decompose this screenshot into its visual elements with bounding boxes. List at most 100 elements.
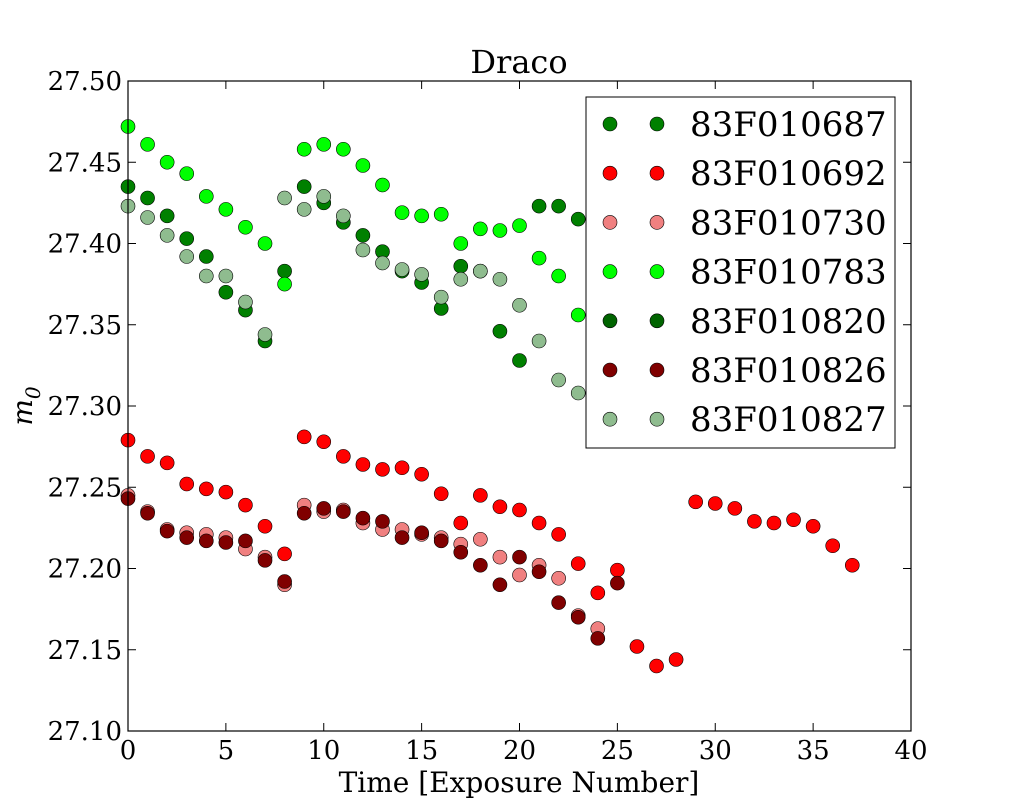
- y-tick-label: 27.40: [48, 230, 122, 260]
- legend-entry: 83F010692: [602, 154, 887, 194]
- x-axis: 0 5 10 15 20 25 30 35 40: [120, 81, 928, 766]
- data-point: [238, 219, 253, 235]
- data-point: [296, 202, 312, 217]
- data-point: [355, 510, 371, 526]
- legend-label: 83F010692: [690, 154, 887, 194]
- data-point: [492, 577, 508, 593]
- series-83F010783: [120, 119, 586, 323]
- data-point: [140, 505, 155, 521]
- legend-marker: [649, 313, 665, 329]
- data-point: [296, 505, 312, 521]
- y-tick-label: 27.20: [48, 555, 122, 585]
- legend-marker: [649, 264, 665, 279]
- data-point: [492, 549, 508, 565]
- data-point: [238, 497, 253, 513]
- data-point: [512, 218, 527, 233]
- y-tick-label: 27.25: [48, 473, 122, 503]
- data-point: [551, 527, 566, 542]
- y-axis-label-subscript: 0: [21, 386, 45, 399]
- data-point: [159, 228, 175, 243]
- data-point: [140, 210, 155, 225]
- data-point: [199, 268, 214, 284]
- legend-marker: [649, 165, 665, 181]
- legend-frame: [585, 96, 896, 449]
- data-point: [473, 488, 488, 503]
- data-point: [570, 609, 586, 625]
- series-83F010730: [120, 488, 606, 636]
- data-point: [629, 639, 645, 654]
- legend-entry: 83F010687: [602, 105, 887, 145]
- data-point: [433, 206, 449, 222]
- data-point: [610, 562, 625, 578]
- data-point: [179, 530, 195, 545]
- data-point: [473, 531, 488, 547]
- data-point: [414, 208, 429, 224]
- legend-label: 83F010827: [690, 400, 887, 440]
- legend-label: 83F010687: [690, 105, 887, 145]
- data-point: [414, 267, 429, 282]
- chart-title: Draco: [470, 43, 567, 81]
- data-point: [218, 202, 234, 217]
- legend-marker: [602, 116, 618, 132]
- data-point: [159, 208, 175, 224]
- y-tick-label: 27.10: [48, 717, 122, 747]
- data-point: [512, 297, 527, 313]
- data-point: [199, 249, 214, 264]
- data-point: [277, 546, 292, 562]
- data-point: [649, 658, 664, 674]
- data-point: [786, 512, 801, 528]
- data-point: [316, 137, 332, 152]
- legend-entry: 83F010783: [602, 253, 887, 293]
- data-point: [766, 515, 782, 531]
- data-point: [492, 223, 508, 238]
- data-point: [473, 263, 488, 279]
- data-point: [512, 549, 527, 565]
- data-point: [433, 486, 449, 502]
- data-point: [551, 372, 566, 388]
- data-point: [179, 476, 195, 492]
- data-point: [179, 231, 195, 246]
- y-tick-label: 27.50: [48, 67, 122, 97]
- data-point: [453, 544, 469, 560]
- data-point: [473, 557, 488, 573]
- data-point: [688, 494, 703, 510]
- data-point: [453, 515, 469, 531]
- data-point: [159, 154, 175, 170]
- data-point: [492, 499, 508, 515]
- data-point: [159, 455, 175, 471]
- data-point: [844, 557, 860, 573]
- data-point: [707, 496, 723, 511]
- data-point: [453, 271, 469, 287]
- data-point: [277, 574, 292, 589]
- data-point: [336, 504, 351, 519]
- data-point: [316, 501, 332, 516]
- data-point: [394, 530, 410, 545]
- data-point: [570, 556, 586, 571]
- data-point: [375, 514, 390, 529]
- data-point: [296, 141, 312, 157]
- data-point: [512, 502, 527, 518]
- data-point: [375, 462, 390, 477]
- data-point: [531, 198, 547, 214]
- data-point: [296, 179, 312, 194]
- legend-label: 83F010826: [690, 351, 887, 391]
- series-83F010687: [120, 179, 586, 368]
- series-83F010692: [120, 429, 860, 674]
- data-point: [531, 515, 547, 531]
- x-tick-label: 10: [307, 736, 340, 766]
- legend-marker: [602, 165, 618, 181]
- y-axis: 27.10 27.15 27.20 27.25 27.30 27.35 27.40 27.45…: [48, 67, 911, 747]
- data-point: [238, 533, 253, 549]
- data-point: [394, 460, 410, 476]
- legend-label: 83F010820: [690, 302, 887, 342]
- y-tick-label: 27.45: [48, 148, 122, 178]
- y-axis-label-base: m: [6, 399, 39, 426]
- data-point: [140, 137, 155, 152]
- data-point: [218, 535, 234, 550]
- data-point: [277, 190, 292, 206]
- data-point: [179, 166, 195, 181]
- data-point: [355, 242, 371, 258]
- data-point: [668, 652, 684, 667]
- data-point: [199, 481, 214, 497]
